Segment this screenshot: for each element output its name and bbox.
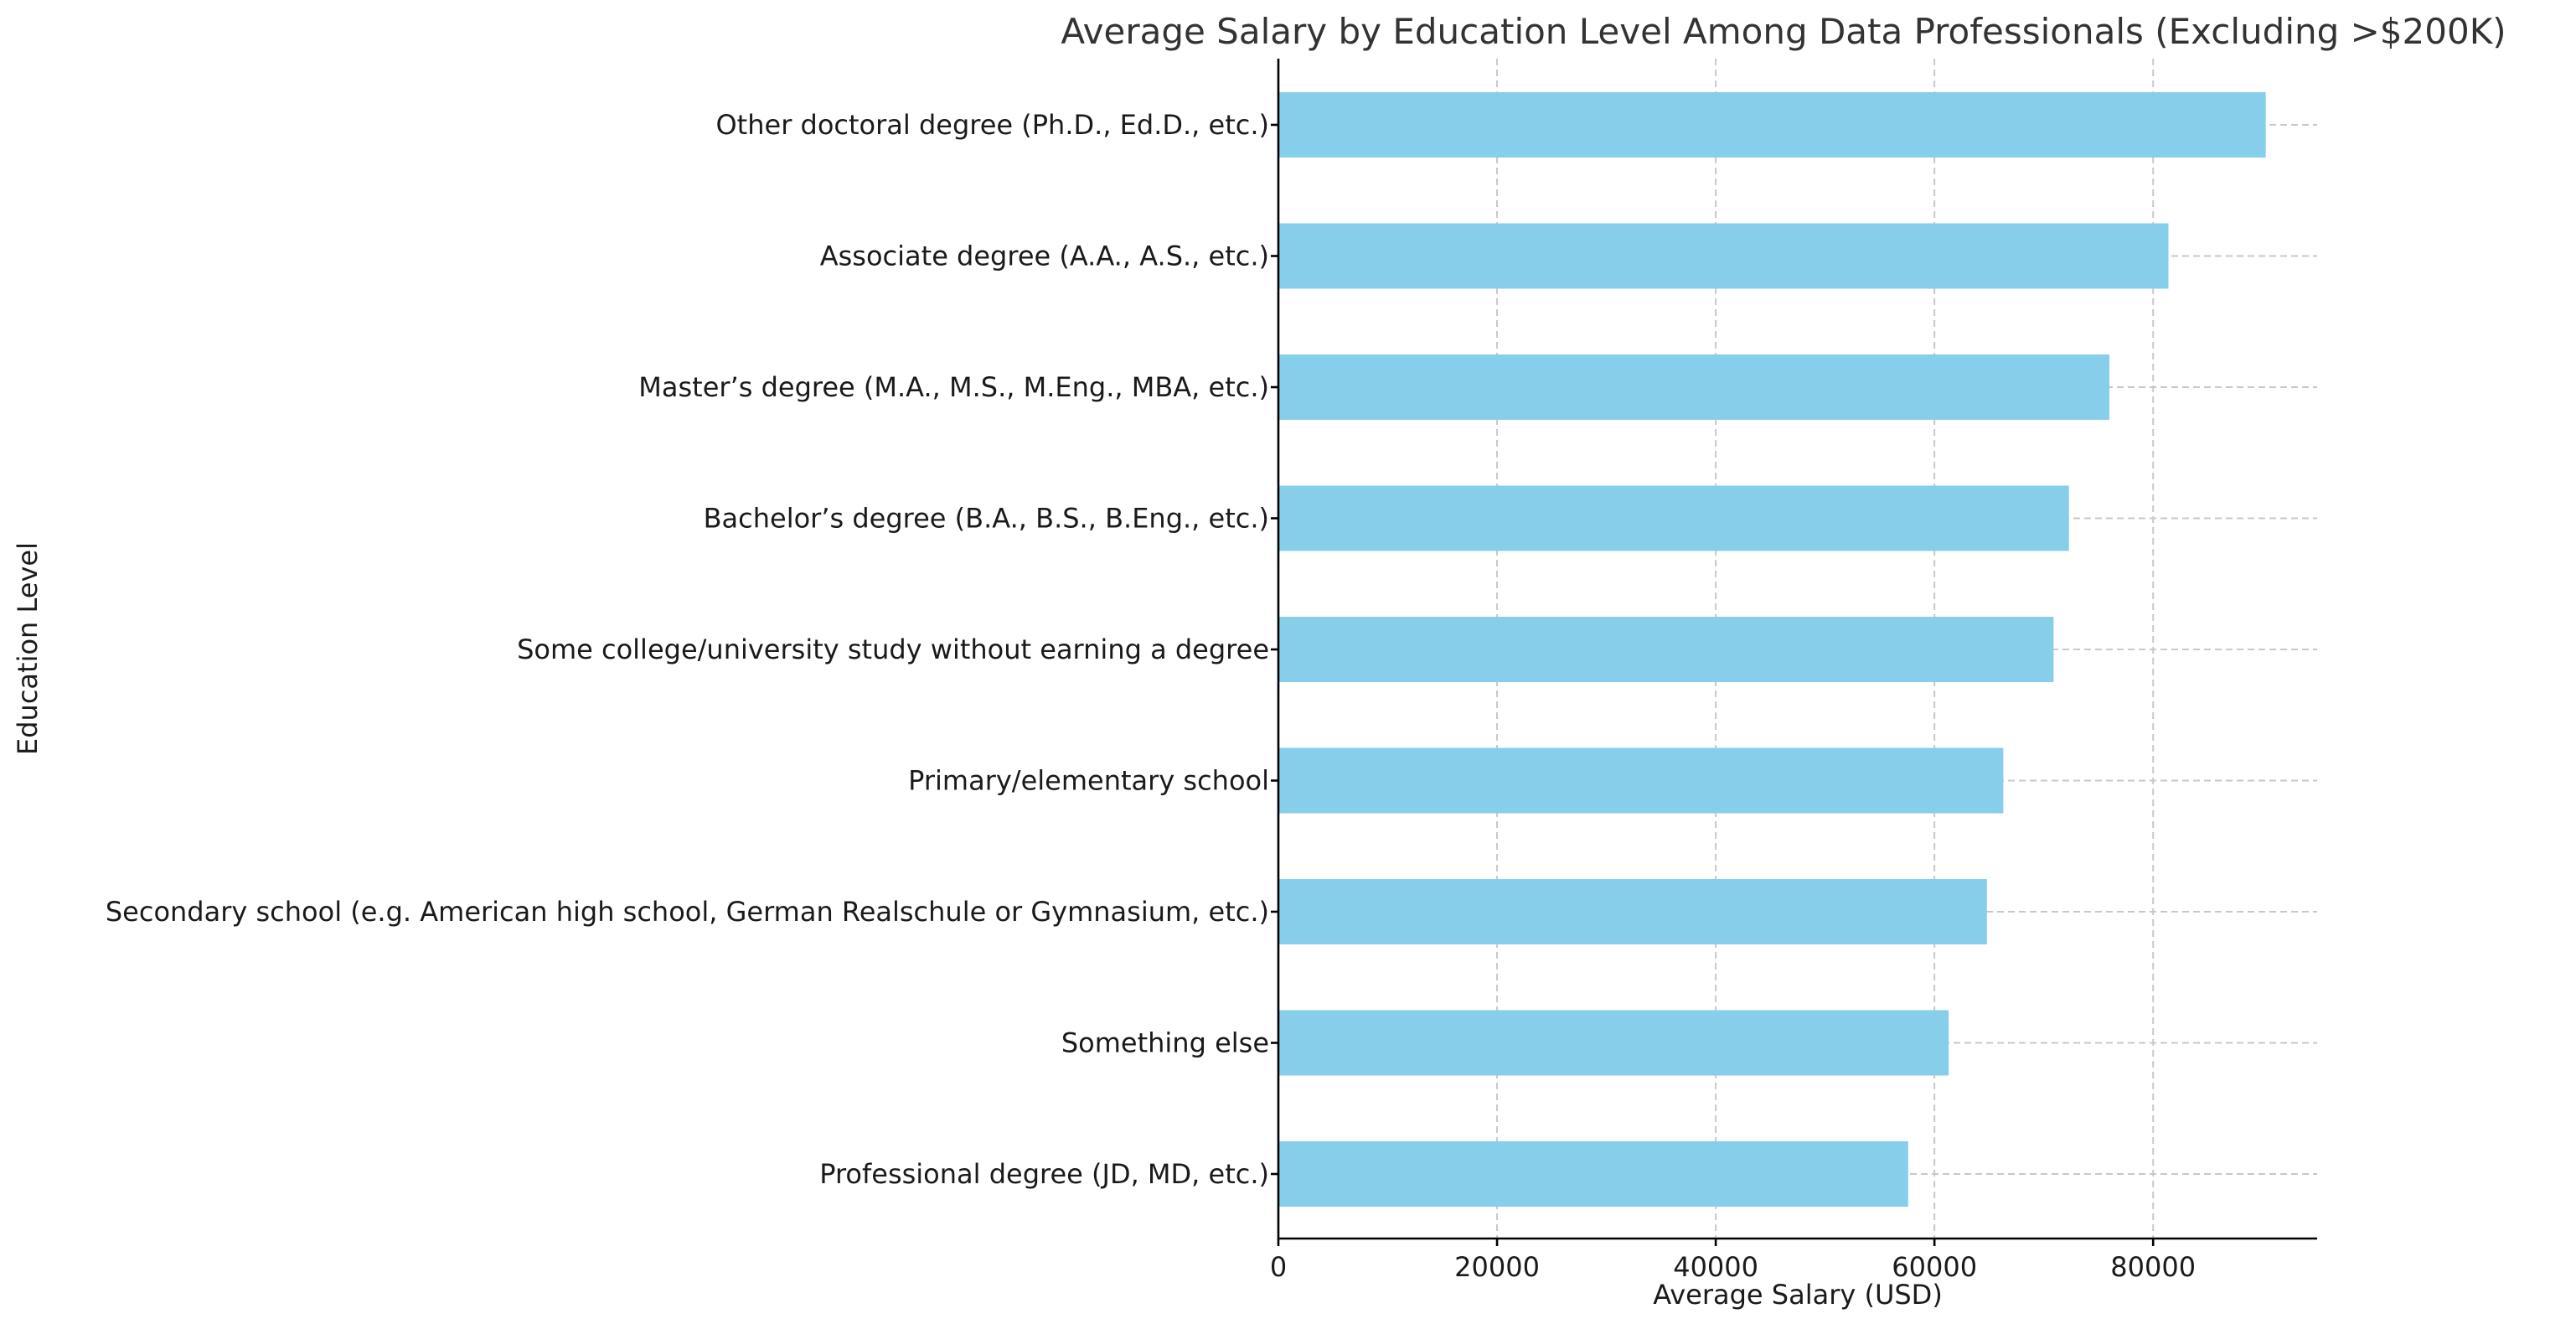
- y-tick-label: Master’s degree (M.A., M.S., M.Eng., MBA…: [638, 371, 1269, 403]
- x-tick-label: 80000: [2110, 1251, 2196, 1283]
- y-tick-label: Secondary school (e.g. American high sch…: [106, 896, 1269, 928]
- y-tick-label: Some college/university study without ea…: [517, 634, 1269, 665]
- x-tick-label: 0: [1270, 1251, 1287, 1283]
- bar: [1278, 485, 2069, 551]
- ticks-layer: [1271, 123, 2155, 1246]
- bar: [1278, 92, 2266, 158]
- bar: [1278, 617, 2054, 682]
- x-tick-label: 40000: [1673, 1251, 1758, 1283]
- chart-title: Average Salary by Education Level Among …: [1061, 11, 2506, 52]
- labels-layer: 0 20000 40000 60000 80000 Other doctoral degr…: [106, 109, 2196, 1283]
- y-tick-label: Professional degree (JD, MD, etc.): [819, 1158, 1269, 1190]
- y-tick-label: Something else: [1061, 1027, 1269, 1059]
- bars-layer: [1278, 92, 2266, 1207]
- y-axis-label: Education Level: [12, 542, 44, 755]
- y-tick-label: Bachelor’s degree (B.A., B.S., B.Eng., e…: [704, 503, 1269, 535]
- bar: [1278, 747, 2004, 814]
- bar: [1278, 354, 2109, 420]
- y-tick-label: Primary/elementary school: [908, 765, 1269, 797]
- x-tick-label: 20000: [1454, 1251, 1540, 1283]
- x-tick-label: 60000: [1892, 1251, 1977, 1283]
- bar: [1278, 879, 1987, 944]
- bar: [1278, 1010, 1949, 1076]
- bar: [1278, 1141, 1908, 1207]
- y-tick-label: Associate degree (A.A., A.S., etc.): [820, 240, 1269, 272]
- y-tick-label: Other doctoral degree (Ph.D., Ed.D., etc…: [715, 109, 1269, 141]
- bar: [1278, 223, 2169, 289]
- x-axis-label: Average Salary (USD): [1653, 1279, 1943, 1311]
